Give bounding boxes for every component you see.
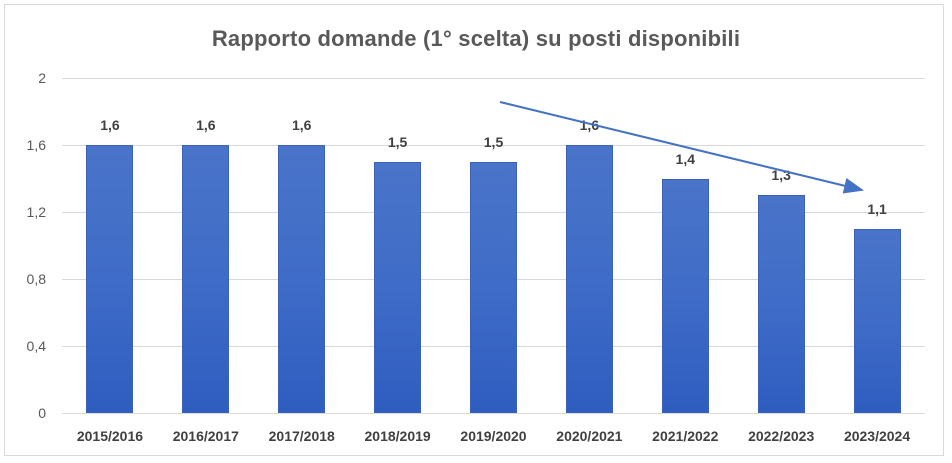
- bar: [86, 145, 134, 413]
- y-tick: 0: [38, 405, 46, 421]
- chart-title: Rapporto domande (1° scelta) su posti di…: [211, 26, 741, 51]
- data-label: 1,5: [387, 133, 408, 150]
- data-label: 1,5: [483, 133, 504, 150]
- bar: [853, 228, 901, 413]
- y-tick: 2: [38, 70, 46, 86]
- x-tick: 2020/2021: [556, 428, 623, 444]
- gridline-0: [62, 413, 925, 414]
- bar: [278, 145, 326, 413]
- data-label: 1,6: [196, 117, 216, 133]
- bar: [661, 178, 709, 413]
- x-tick: 2016/2017: [172, 428, 239, 444]
- bar: [470, 161, 517, 413]
- bar: [374, 161, 422, 413]
- x-tick: 2022/2023: [748, 428, 815, 444]
- y-tick: 1,2: [26, 204, 46, 220]
- x-tick: 2021/2022: [652, 428, 719, 444]
- y-tick: 1,6: [26, 137, 46, 153]
- x-tick: 2015/2016: [76, 428, 144, 444]
- x-tick: 2017/2018: [268, 428, 335, 444]
- y-tick: 0,4: [26, 338, 46, 354]
- data-label: 1,6: [291, 117, 312, 133]
- gridline-1-6: [62, 145, 925, 146]
- data-label: 1,1: [867, 200, 887, 217]
- bar: [565, 145, 613, 413]
- data-label: 1,4: [675, 150, 695, 167]
- gridline-2: [62, 78, 925, 79]
- x-tick: 2019/2020: [460, 428, 527, 444]
- y-tick: 0,8: [26, 271, 46, 287]
- bar: [182, 145, 230, 413]
- data-label: 1,6: [579, 117, 600, 133]
- x-tick: 2018/2019: [364, 428, 431, 444]
- data-label: 1,6: [100, 117, 120, 133]
- x-tick: 2023/2024: [843, 428, 911, 444]
- bar: [757, 195, 805, 413]
